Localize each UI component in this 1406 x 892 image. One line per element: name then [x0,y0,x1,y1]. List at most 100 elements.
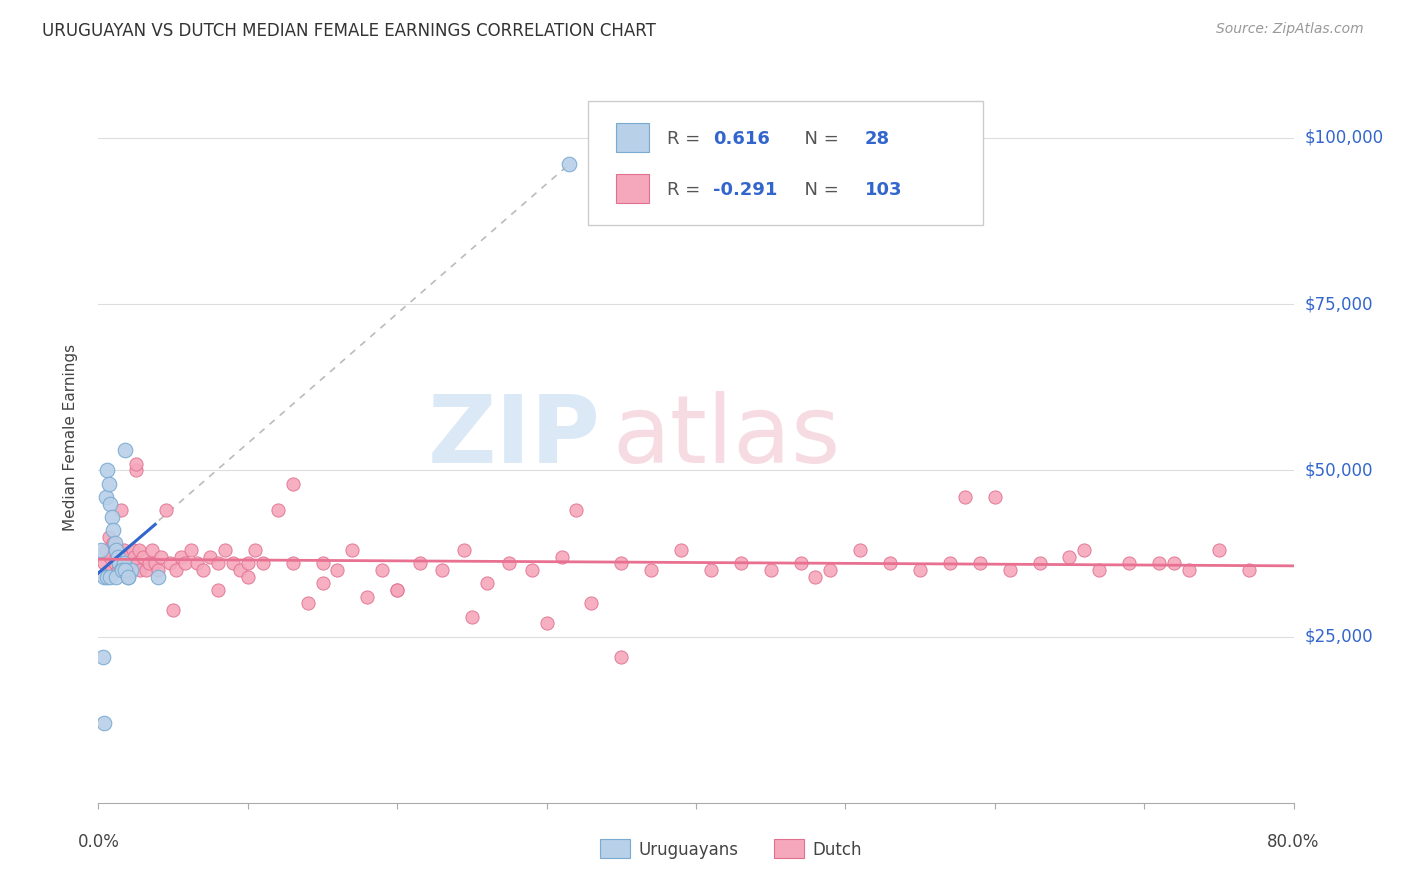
Point [969,557,991,571]
Point [105,570,128,584]
FancyBboxPatch shape [588,101,983,225]
Point [879,557,901,571]
Bar [616,123,650,152]
Point [311,557,333,571]
Point [498,557,520,571]
Text: N =: N = [793,181,844,199]
Text: N =: N = [793,130,844,148]
Point [267,503,290,517]
Point [430,563,453,577]
Point [408,557,430,571]
Point [111,557,134,571]
Point [105,543,128,558]
Point [120,563,142,577]
Point [111,563,134,577]
Text: Uruguayans: Uruguayans [638,841,738,859]
Point [96,570,118,584]
Point [461,609,484,624]
Point [536,616,558,631]
Point [91,649,114,664]
Point [1088,563,1111,577]
Text: -0.291: -0.291 [713,181,778,199]
Point [207,582,229,597]
Point [96,570,118,584]
Point [385,582,409,597]
Text: $100,000: $100,000 [1305,128,1384,147]
Point [236,570,259,584]
Point [475,576,498,591]
Point [983,490,1005,504]
Bar [600,839,630,858]
Text: Source: ZipAtlas.com: Source: ZipAtlas.com [1216,22,1364,37]
Point [94,490,117,504]
Point [236,557,259,571]
Point [1073,543,1095,558]
Text: $75,000: $75,000 [1305,295,1374,313]
Point [759,563,782,577]
Point [121,543,143,558]
Point [908,563,931,577]
Point [1147,557,1170,571]
Point [297,596,319,610]
Point [610,557,633,571]
Point [129,563,152,577]
Point [953,490,976,504]
Point [229,563,252,577]
Text: 103: 103 [865,181,903,199]
Point [245,543,267,558]
Point [356,590,378,604]
Point [107,563,129,577]
Point [148,563,170,577]
Point [104,536,127,550]
Point [159,557,181,571]
Point [117,549,139,564]
Point [150,549,173,564]
Text: R =: R = [668,130,706,148]
Point [143,557,166,571]
Point [610,649,633,664]
Text: ZIP: ZIP [427,391,600,483]
Bar [616,174,650,203]
Point [110,563,132,577]
Point [96,463,118,477]
Point [207,557,229,571]
Text: R =: R = [668,181,706,199]
Point [110,503,132,517]
Point [124,549,146,564]
Point [114,443,136,458]
Point [281,557,304,571]
Text: atlas: atlas [612,391,841,483]
Point [222,557,245,571]
Point [132,549,155,564]
Text: 80.0%: 80.0% [1267,833,1320,851]
Point [93,570,115,584]
Point [820,563,842,577]
Point [127,557,149,571]
Point [97,530,120,544]
Point [112,557,135,571]
Text: Dutch: Dutch [811,841,862,859]
Point [103,536,125,550]
Point [103,523,125,537]
Point [311,576,333,591]
Point [101,563,124,577]
Point [1163,557,1185,571]
Point [97,476,120,491]
Point [558,157,581,171]
Point [186,557,208,571]
Point [281,476,304,491]
Point [581,596,603,610]
Point [640,563,662,577]
Text: 0.0%: 0.0% [77,833,120,851]
Point [148,570,170,584]
Point [169,549,191,564]
Point [342,543,364,558]
Point [104,557,127,571]
Point [125,463,148,477]
Y-axis label: Median Female Earnings: Median Female Earnings [63,343,77,531]
Text: 0.616: 0.616 [713,130,769,148]
Point [1118,557,1140,571]
Text: URUGUAYAN VS DUTCH MEDIAN FEMALE EARNINGS CORRELATION CHART: URUGUAYAN VS DUTCH MEDIAN FEMALE EARNING… [42,22,657,40]
Text: 28: 28 [865,130,890,148]
Point [141,543,163,558]
